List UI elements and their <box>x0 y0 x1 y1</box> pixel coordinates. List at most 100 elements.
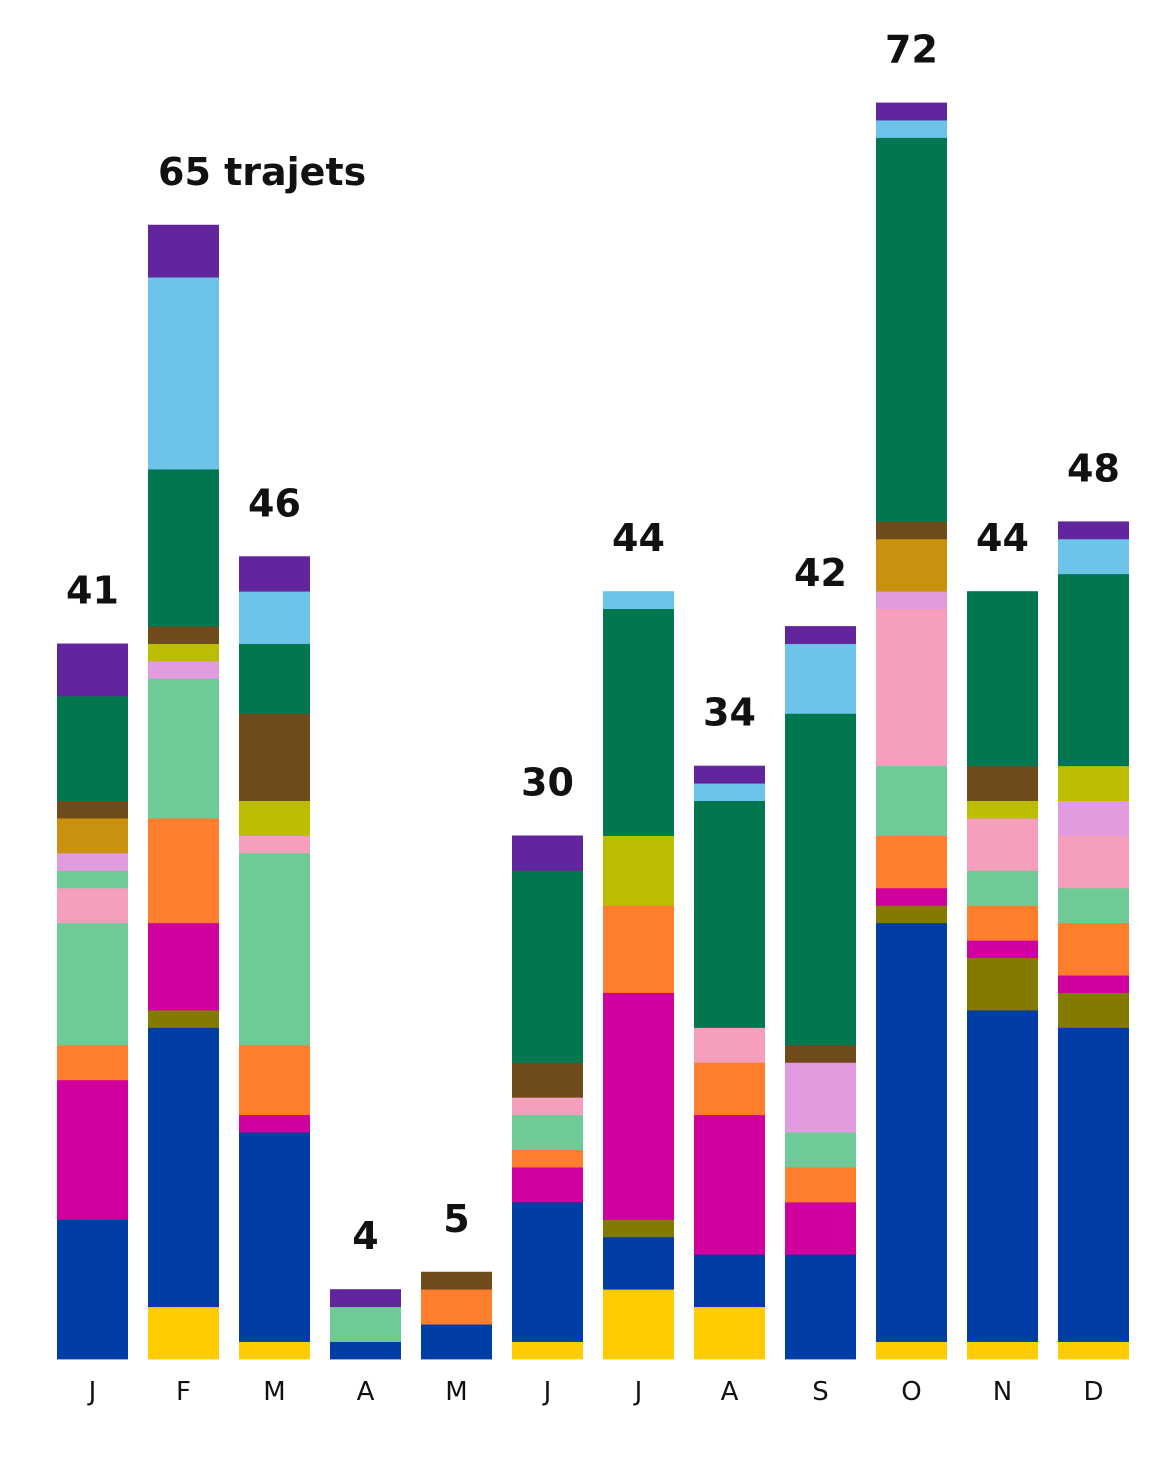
bar-segment-purple <box>694 765 765 784</box>
bar-segment-orange <box>239 1044 310 1116</box>
bar-segment-lightgreen <box>967 870 1038 906</box>
x-tick-label: A <box>721 1377 739 1407</box>
bar-segment-yellow <box>239 1341 310 1360</box>
bar-segment-lightgreen <box>239 852 310 1046</box>
bars-layer <box>57 102 1129 1360</box>
x-tick-label: J <box>87 1377 97 1407</box>
x-tick-label: D <box>1083 1377 1103 1407</box>
bar-stack-10 <box>967 591 1038 1360</box>
bar-segment-pink <box>876 608 947 767</box>
bar-segment-darkgreen <box>57 695 128 801</box>
total-label: 48 <box>1067 446 1120 490</box>
bar-segment-orange <box>603 905 674 993</box>
bar-stack-7 <box>694 765 765 1360</box>
bar-segment-olive <box>603 1219 674 1238</box>
bar-segment-lilac <box>785 1062 856 1133</box>
bar-segment-lightblue <box>148 277 219 470</box>
bar-segment-lightgreen <box>330 1306 401 1342</box>
bar-segment-blue <box>694 1254 765 1308</box>
total-label: 34 <box>703 691 756 735</box>
x-tick-label: J <box>542 1377 552 1407</box>
bar-segment-lightgreen <box>512 1114 583 1150</box>
x-tick-label: M <box>263 1377 285 1407</box>
bar-segment-blue <box>603 1236 674 1290</box>
bar-stack-8 <box>785 626 856 1360</box>
bar-segment-darkgreen <box>967 591 1038 767</box>
bar-segment-orange <box>967 905 1038 941</box>
bar-segment-magenta <box>603 992 674 1220</box>
bar-segment-lightblue <box>785 643 856 714</box>
bar-segment-brown <box>148 626 219 644</box>
bar-segment-lightblue <box>694 783 765 801</box>
bar-segment-orange <box>876 835 947 889</box>
bar-segment-yellow <box>148 1306 219 1360</box>
total-labels-layer: 41 65 trajets 46 4 5 30 44 34 42 72 44 48 <box>66 28 1120 1259</box>
bar-segment-brown <box>512 1062 583 1098</box>
bar-segment-gold <box>876 538 947 592</box>
bar-segment-magenta <box>148 922 219 1011</box>
bar-segment-lilac <box>876 591 947 610</box>
bar-segment-olive <box>876 905 947 924</box>
bar-segment-lightgreen <box>1058 887 1129 924</box>
x-tick-label: F <box>176 1377 191 1407</box>
bar-segment-blue <box>330 1341 401 1360</box>
bar-segment-olive <box>967 957 1038 1011</box>
bar-segment-lime <box>967 800 1038 819</box>
bar-segment-olive <box>1058 992 1129 1028</box>
total-label: 42 <box>794 551 847 595</box>
bar-segment-darkgreen <box>148 469 219 627</box>
bar-segment-lightgreen <box>57 870 128 889</box>
bar-segment-pink <box>57 887 128 924</box>
bar-segment-orange <box>57 1044 128 1081</box>
bar-segment-pink <box>1058 835 1129 889</box>
x-tick-label: J <box>633 1377 643 1407</box>
bar-segment-darkgreen <box>512 870 583 1063</box>
bar-segment-pink <box>967 818 1038 871</box>
bar-segment-darkgreen <box>694 800 765 1028</box>
bar-segment-lilac <box>1058 800 1129 836</box>
bar-segment-magenta <box>967 940 1038 959</box>
bar-segment-lightblue <box>239 591 310 644</box>
bar-segment-gold <box>57 818 128 854</box>
bar-segment-brown <box>967 765 1038 801</box>
bar-segment-lilac <box>148 661 219 679</box>
bar-segment-brown <box>239 713 310 801</box>
bar-segment-lightgreen <box>876 765 947 836</box>
bar-segment-blue <box>967 1010 1038 1342</box>
bar-segment-olive <box>148 1010 219 1028</box>
bar-segment-yellow <box>876 1341 947 1360</box>
total-label: 65 trajets <box>158 150 366 194</box>
bar-segment-purple <box>1058 521 1129 540</box>
bar-segment-lightgreen <box>148 678 219 819</box>
bar-segment-orange <box>1058 922 1129 976</box>
bar-segment-orange <box>785 1167 856 1203</box>
bar-segment-magenta <box>694 1114 765 1255</box>
bar-segment-blue <box>239 1132 310 1342</box>
bar-segment-lime <box>148 643 219 662</box>
bar-segment-purple <box>512 835 583 871</box>
bar-segment-pink <box>512 1097 583 1116</box>
bar-segment-magenta <box>239 1114 310 1133</box>
total-label: 44 <box>976 516 1029 560</box>
total-label: 46 <box>248 481 301 525</box>
bar-segment-blue <box>421 1324 492 1360</box>
bar-segment-blue <box>148 1027 219 1308</box>
bar-stack-1 <box>148 224 219 1360</box>
x-tick-label: S <box>812 1377 829 1407</box>
bar-segment-yellow <box>1058 1341 1129 1360</box>
bar-segment-lilac <box>57 852 128 871</box>
total-label: 44 <box>612 516 665 560</box>
x-tick-label: O <box>901 1377 921 1407</box>
bar-stack-9 <box>876 102 947 1360</box>
bar-segment-purple <box>785 626 856 644</box>
bar-segment-yellow <box>512 1341 583 1360</box>
bar-segment-darkgreen <box>785 713 856 1046</box>
bar-segment-magenta <box>57 1079 128 1220</box>
bar-stack-3 <box>330 1289 401 1360</box>
bar-segment-purple <box>239 556 310 592</box>
bar-segment-pink <box>239 835 310 854</box>
total-label: 72 <box>885 28 938 72</box>
bar-segment-purple <box>57 643 128 697</box>
bar-segment-magenta <box>512 1167 583 1203</box>
